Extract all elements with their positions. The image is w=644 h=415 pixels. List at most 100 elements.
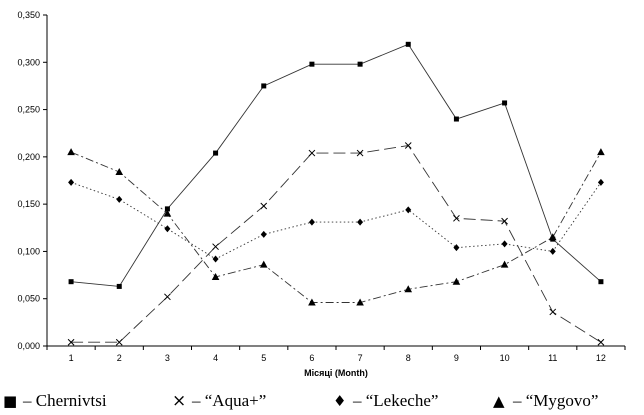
data-point-series-1 xyxy=(598,279,604,285)
data-point-series-4 xyxy=(356,298,364,306)
data-point-series-1 xyxy=(357,61,363,67)
data-point-series-3 xyxy=(357,218,364,226)
data-point-series-3 xyxy=(116,195,123,203)
marker-stroke xyxy=(549,308,557,316)
series-line-4 xyxy=(70,151,602,303)
chart-axes xyxy=(46,15,625,347)
data-point-series-4 xyxy=(67,148,75,156)
data-point-series-4 xyxy=(211,272,220,280)
data-point-series-3 xyxy=(68,178,75,186)
data-point-series-4 xyxy=(404,285,413,293)
data-point-series-2 xyxy=(404,142,412,149)
data-point-series-2 xyxy=(501,217,508,225)
marker-stroke xyxy=(164,293,171,301)
y-tick-label: 0,300 xyxy=(17,57,40,67)
data-point-series-1 xyxy=(405,41,411,47)
series-markers xyxy=(67,41,605,346)
legend-entry-3: ♦ – “Lekeche” xyxy=(333,391,438,410)
data-point-series-3 xyxy=(453,244,460,252)
data-point-series-2 xyxy=(597,338,605,346)
x-tick-label: 4 xyxy=(213,353,218,363)
legend-label: – “Aqua+” xyxy=(191,391,266,410)
marker-stroke xyxy=(453,214,460,222)
data-point-series-4 xyxy=(163,209,172,217)
data-point-series-2 xyxy=(356,149,364,157)
legend-entry-1: ■ – Chernivtsi xyxy=(3,391,107,410)
x-tick-label: 12 xyxy=(596,353,606,363)
data-point-series-1 xyxy=(453,116,459,122)
marker-stroke xyxy=(260,202,268,210)
data-point-series-4 xyxy=(548,233,557,241)
marker-stroke xyxy=(356,149,364,157)
legend-entry-2: × – “Aqua+” xyxy=(172,391,266,411)
marker-stroke xyxy=(212,243,219,251)
y-tick-label: 0,200 xyxy=(17,152,40,162)
data-point-series-2 xyxy=(67,338,75,346)
legend-label: – Chernivtsi xyxy=(22,391,107,410)
data-point-series-4 xyxy=(259,260,268,268)
x-tick-label: 8 xyxy=(406,353,411,363)
data-point-series-3 xyxy=(405,206,412,214)
x-axis-ticks: 1 2 3 4 5 6 7 8 9 10 11 12 xyxy=(46,346,626,363)
y-tick-label: 0,000 xyxy=(17,341,40,351)
x-tick-label: 7 xyxy=(358,353,363,363)
series-lines xyxy=(70,43,602,343)
x-tick-label: 10 xyxy=(500,353,510,363)
marker-stroke xyxy=(67,338,75,346)
x-tick-label: 5 xyxy=(261,353,266,363)
y-tick-label: 0,050 xyxy=(17,294,40,304)
series-line-3 xyxy=(70,181,602,260)
chart-legend: ■ – Chernivtsi × – “Aqua+” ♦ – “Lekeche” ▲ – “M… xyxy=(3,391,598,411)
y-tick-label: 0,100 xyxy=(17,246,40,256)
marker-stroke xyxy=(115,338,123,346)
data-point-series-2 xyxy=(115,338,123,346)
y-tick-label: 0,150 xyxy=(17,199,40,209)
legend-entry-4: ▲ – “Mygovo” xyxy=(493,391,598,410)
legend-symbol: ♦ xyxy=(333,392,346,410)
data-point-series-3 xyxy=(308,218,315,226)
data-point-series-3 xyxy=(212,255,219,263)
data-point-series-2 xyxy=(260,202,268,210)
legend-label: – “Mygovo” xyxy=(512,391,598,410)
data-point-series-1 xyxy=(502,100,508,106)
legend-symbol: ▲ xyxy=(493,392,505,410)
data-point-series-1 xyxy=(309,61,315,67)
data-point-series-4 xyxy=(500,260,509,268)
data-point-series-1 xyxy=(68,279,74,285)
x-tick-label: 9 xyxy=(454,353,459,363)
y-tick-label: 0,250 xyxy=(17,105,40,115)
marker-stroke xyxy=(404,142,412,149)
x-tick-label: 6 xyxy=(309,353,314,363)
data-point-series-4 xyxy=(308,298,316,306)
data-point-series-3 xyxy=(260,230,267,238)
x-axis-title: Місяці (Month) xyxy=(304,368,368,378)
series-line-1 xyxy=(71,43,602,287)
x-tick-label: 2 xyxy=(117,353,122,363)
data-point-series-1 xyxy=(164,206,170,212)
data-point-series-1 xyxy=(116,283,122,289)
y-axis-ticks: 0,000 0,050 0,100 0,150 0,200 0,250 0,300 0,350 xyxy=(17,10,47,351)
data-point-series-4 xyxy=(452,277,461,285)
data-point-series-2 xyxy=(164,293,171,301)
x-tick-label: 3 xyxy=(165,353,170,363)
data-point-series-4 xyxy=(115,167,124,175)
data-point-series-3 xyxy=(597,178,604,186)
marker-stroke xyxy=(308,149,316,157)
data-point-series-2 xyxy=(212,243,219,251)
data-point-series-3 xyxy=(501,240,508,248)
legend-label: – “Lekeche” xyxy=(352,391,438,410)
legend-symbol: × xyxy=(172,391,186,411)
data-point-series-2 xyxy=(549,308,557,316)
data-point-series-3 xyxy=(164,225,171,233)
x-tick-label: 1 xyxy=(69,353,74,363)
x-tick-label: 11 xyxy=(548,353,557,363)
legend-symbol: ■ xyxy=(3,392,17,410)
data-point-series-1 xyxy=(261,83,267,89)
data-point-series-1 xyxy=(213,150,219,156)
series-line-2 xyxy=(71,145,602,343)
y-tick-label: 0,350 xyxy=(17,10,40,20)
data-point-series-3 xyxy=(549,247,556,255)
marker-stroke xyxy=(597,338,605,346)
marker-stroke xyxy=(501,217,508,225)
